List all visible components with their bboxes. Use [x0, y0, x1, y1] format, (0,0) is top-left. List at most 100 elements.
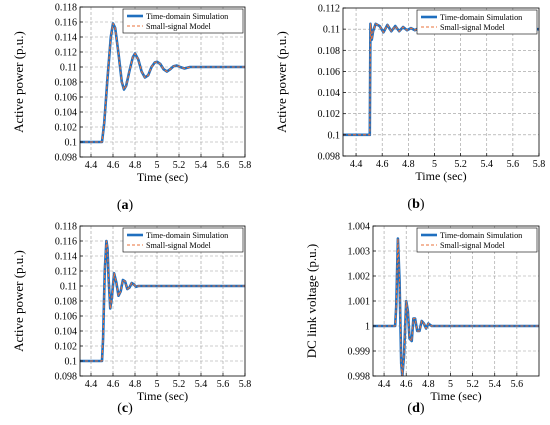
x-tick-label: 5.2 — [466, 379, 479, 390]
x-tick-label: 5.6 — [217, 379, 230, 390]
y-tick-label: 0.102 — [55, 123, 78, 134]
y-tick-label: 0.106 — [318, 67, 341, 78]
y-tick-label: 0.114 — [55, 252, 77, 263]
y-tick-label: 0.999 — [348, 347, 371, 358]
y-tick-label: 0.11 — [60, 63, 77, 74]
y-tick-label: 0.112 — [55, 267, 77, 278]
y-tick-label: 0.102 — [318, 109, 341, 120]
legend-box — [122, 227, 244, 253]
y-tick-label: 1.004 — [348, 222, 371, 233]
x-tick-label: 5.6 — [511, 379, 524, 390]
y-tick-label: 0.104 — [55, 108, 78, 119]
y-tick-label: 0.108 — [55, 78, 78, 89]
y-tick-label: 0.102 — [55, 342, 78, 353]
panel-label: (d) — [407, 401, 424, 416]
legend-label: Small-signal Model — [440, 241, 506, 250]
x-axis-label: Time (sec) — [137, 389, 188, 403]
chart-panel-4: 4.4 4.6 4.8 5 5.2 5.4 5.6 0.998 0.999 1 1.001 1.002… — [304, 222, 540, 416]
x-tick-label: 4.4 — [85, 379, 98, 390]
y-tick-label: 0.108 — [55, 297, 78, 308]
legend-box — [416, 227, 538, 253]
y-tick-label: 0.098 — [55, 153, 78, 164]
x-tick-label: 5.8 — [533, 159, 546, 170]
y-tick-label: 0.998 — [348, 372, 371, 383]
y-tick-label: 0.118 — [55, 3, 77, 14]
x-tick-label: 4.4 — [350, 159, 363, 170]
x-tick-label: 5.6 — [507, 159, 520, 170]
y-tick-label: 0.106 — [55, 93, 78, 104]
legend-label: Small-signal Model — [146, 22, 212, 31]
legend-label: Time-domain Simulation — [440, 231, 522, 240]
legend-label: Small-signal Model — [146, 241, 212, 250]
x-tick-label: 4.8 — [129, 379, 142, 390]
chart-panel-3: 4.4 4.6 4.8 5 5.2 5.4 5.6 5.8 0.098 0.1 0.102 0.104… — [11, 222, 251, 417]
x-tick-label: 5.4 — [195, 379, 208, 390]
y-tick-label: 0.11 — [323, 25, 340, 36]
y-tick-label: 0.118 — [55, 222, 77, 233]
y-tick-label: 0.1 — [328, 130, 341, 141]
y-tick-label: 0.104 — [55, 327, 78, 338]
panel-label: (c) — [117, 401, 133, 416]
y-axis-label: DC link voltage (p.u.) — [304, 244, 319, 358]
x-axis-label: Time (sec) — [430, 389, 481, 403]
legend-label: Time-domain Simulation — [146, 12, 228, 21]
x-axis-label: Time (sec) — [137, 170, 188, 184]
x-tick-label: 4.6 — [107, 160, 120, 171]
x-tick-label: 4.8 — [422, 379, 435, 390]
x-tick-label: 5.4 — [195, 160, 208, 171]
x-tick-label: 5.2 — [173, 160, 186, 171]
panel-label: (b) — [407, 197, 424, 212]
y-tick-label: 0.098 — [55, 372, 78, 383]
y-tick-label: 0.11 — [60, 282, 77, 293]
panel-label: (a) — [117, 198, 134, 213]
y-axis-label: Active power (p.u.) — [274, 31, 289, 133]
y-tick-label: 0.112 — [55, 48, 77, 59]
x-tick-label: 5.6 — [217, 160, 230, 171]
legend-box — [416, 9, 538, 35]
y-tick-label: 0.104 — [318, 88, 341, 99]
y-tick-label: 0.1 — [65, 357, 78, 368]
x-tick-label: 5.4 — [480, 159, 493, 170]
chart-panel-2: 4.4 4.6 4.8 5 5.2 5.4 5.6 5.8 0.098 0.1 0.102 0.104… — [274, 4, 545, 213]
y-tick-label: 0.116 — [55, 237, 77, 248]
y-tick-label: 1.002 — [348, 272, 371, 283]
x-tick-label: 5.2 — [173, 379, 186, 390]
x-tick-label: 4.6 — [400, 379, 413, 390]
y-tick-label: 0.106 — [55, 312, 78, 323]
x-tick-label: 5.4 — [488, 379, 501, 390]
y-tick-label: 0.114 — [55, 33, 77, 44]
x-tick-label: 4.6 — [107, 379, 120, 390]
x-tick-label: 5 — [155, 379, 160, 390]
series-line-small-signal — [373, 237, 539, 376]
x-tick-label: 5 — [448, 379, 453, 390]
y-axis-label: Active power (p.u.) — [11, 250, 26, 352]
y-tick-label: 1.001 — [348, 297, 371, 308]
y-tick-label: 0.116 — [55, 18, 77, 29]
x-tick-label: 5 — [155, 160, 160, 171]
y-tick-label: 1 — [365, 322, 370, 333]
x-tick-label: 5.8 — [239, 379, 252, 390]
legend-box — [122, 8, 244, 34]
x-tick-label: 5.8 — [239, 160, 252, 171]
legend-label: Time-domain Simulation — [440, 13, 522, 22]
axes-frame — [342, 7, 540, 157]
x-tick-label: 5.2 — [454, 159, 467, 170]
y-tick-label: 0.112 — [318, 4, 340, 15]
y-tick-label: 0.108 — [318, 46, 341, 57]
y-axis-label: Active power (p.u.) — [11, 31, 26, 133]
x-axis-label: Time (sec) — [415, 169, 466, 183]
chart-panel-1: 4.4 4.6 4.8 5 5.2 5.4 5.6 5.8 0.098 0.1 0.102 0.104… — [11, 3, 251, 214]
x-tick-label: 4.6 — [376, 159, 389, 170]
legend-label: Time-domain Simulation — [146, 231, 228, 240]
y-tick-label: 0.098 — [318, 152, 341, 163]
y-tick-label: 0.1 — [65, 138, 78, 149]
x-tick-label: 4.8 — [129, 160, 142, 171]
x-tick-label: 5 — [432, 159, 437, 170]
y-tick-label: 1.003 — [348, 247, 371, 258]
x-tick-label: 4.4 — [378, 379, 391, 390]
